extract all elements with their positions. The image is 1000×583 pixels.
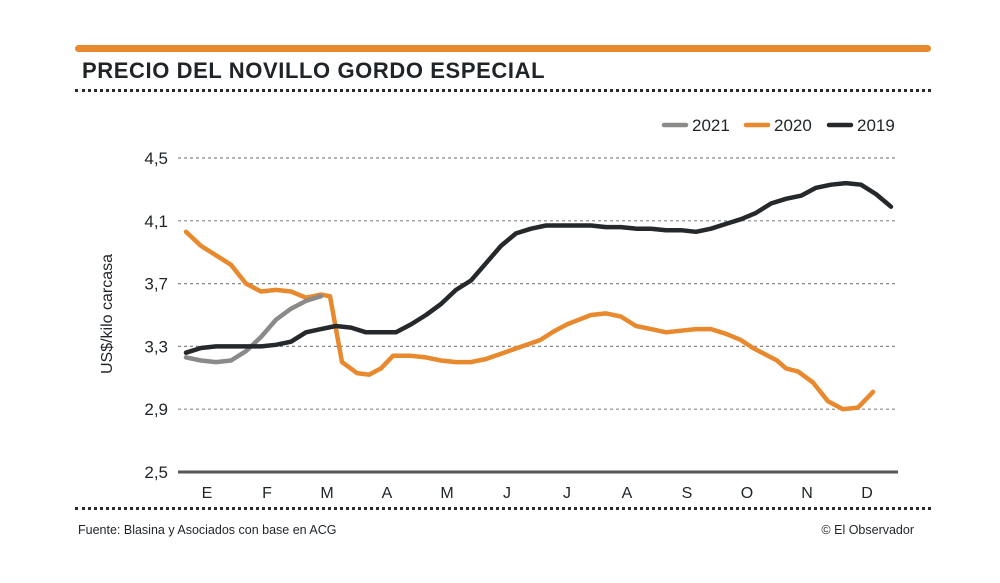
credit-note: © El Observador: [821, 523, 914, 537]
x-tick-label: A: [622, 485, 633, 502]
x-tick-label: S: [682, 485, 693, 502]
legend-label-2019: 2019: [857, 116, 895, 135]
y-tick-label: 2,5: [144, 463, 168, 482]
x-tick-label: F: [262, 485, 272, 502]
x-tick-label: O: [741, 485, 753, 502]
series-line-2020: [183, 229, 876, 412]
footer-divider: [75, 507, 931, 510]
x-tick-label: N: [801, 485, 813, 502]
grid-layer: [178, 157, 898, 410]
y-tick-label: 2,9: [144, 400, 168, 419]
x-tick-label: J: [503, 485, 511, 502]
x-tick-label: M: [440, 485, 453, 502]
legend-label-2021: 2021: [692, 116, 730, 135]
y-axis-label: US$/kilo carcasa: [99, 254, 116, 374]
x-tick-label: A: [382, 485, 393, 502]
series-line-2019: [183, 180, 894, 355]
y-tick-label: 3,7: [144, 275, 168, 294]
x-tick-label: M: [320, 485, 333, 502]
legend-label-2020: 2020: [774, 116, 812, 135]
title-divider: [75, 89, 931, 92]
axis-layer: 2,5 2,9 3,3 3,7 4,1 4,5 E F M A M J J A S O N D: [144, 149, 898, 502]
y-tick-label: 3,3: [144, 337, 168, 356]
legend: 2021 2020 2019: [661, 116, 895, 135]
top-accent-bar: [75, 45, 931, 52]
series-line-2021: [183, 293, 324, 365]
series-layer: [183, 180, 894, 412]
x-tick-label: J: [563, 485, 571, 502]
x-tick-label: E: [202, 485, 213, 502]
chart-title: PRECIO DEL NOVILLO GORDO ESPECIAL: [82, 58, 546, 83]
y-tick-label: 4,5: [144, 149, 168, 168]
x-tick-label: D: [861, 485, 873, 502]
y-tick-label: 4,1: [144, 212, 168, 231]
source-note: Fuente: Blasina y Asociados con base en …: [78, 523, 337, 537]
